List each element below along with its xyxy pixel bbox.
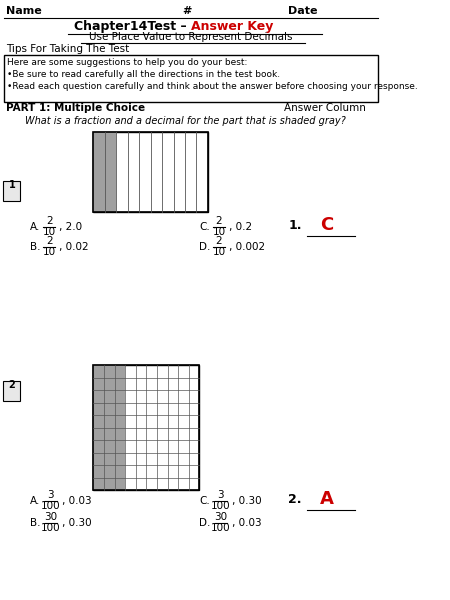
- Text: Answer Key: Answer Key: [191, 20, 273, 33]
- FancyBboxPatch shape: [4, 181, 20, 201]
- Text: 30: 30: [45, 512, 58, 522]
- Bar: [93, 132, 116, 212]
- Bar: [93, 132, 208, 212]
- Text: Chapter14Test –: Chapter14Test –: [74, 20, 191, 33]
- Text: Name: Name: [6, 6, 42, 16]
- Text: 2: 2: [46, 216, 53, 226]
- Text: B.: B.: [30, 242, 40, 252]
- Text: 100: 100: [211, 501, 230, 511]
- Text: C: C: [320, 216, 333, 234]
- Text: Here are some suggestions to help you do your best:: Here are some suggestions to help you do…: [7, 58, 247, 67]
- Text: , 0.30: , 0.30: [62, 518, 91, 528]
- Text: D.: D.: [199, 242, 211, 252]
- Text: D.: D.: [199, 518, 211, 528]
- FancyBboxPatch shape: [4, 381, 20, 401]
- Text: Date: Date: [288, 6, 318, 16]
- Text: , 0.002: , 0.002: [229, 242, 265, 252]
- Text: 2: 2: [46, 236, 53, 246]
- Text: 1.: 1.: [288, 219, 302, 232]
- Text: C.: C.: [199, 496, 210, 506]
- Text: PART 1: Multiple Choice: PART 1: Multiple Choice: [6, 103, 145, 113]
- Text: , 0.02: , 0.02: [59, 242, 89, 252]
- Text: 10: 10: [212, 247, 225, 257]
- Text: 3: 3: [48, 490, 54, 500]
- Bar: [93, 365, 199, 490]
- Text: , 0.2: , 0.2: [229, 222, 252, 232]
- Text: 10: 10: [43, 227, 56, 237]
- Bar: [93, 365, 199, 490]
- Text: A: A: [320, 490, 333, 508]
- Text: #: #: [182, 6, 191, 16]
- Bar: [93, 365, 125, 490]
- Text: 100: 100: [41, 501, 61, 511]
- Text: 30: 30: [214, 512, 227, 522]
- FancyBboxPatch shape: [4, 55, 378, 102]
- Text: 10: 10: [212, 227, 225, 237]
- Text: 2: 2: [9, 380, 15, 390]
- Text: Use Place Value to Represent Decimals: Use Place Value to Represent Decimals: [89, 32, 292, 42]
- Text: , 0.03: , 0.03: [232, 518, 261, 528]
- Bar: [93, 132, 208, 212]
- Text: C.: C.: [199, 222, 210, 232]
- Text: 100: 100: [211, 523, 230, 533]
- Text: A.: A.: [30, 222, 40, 232]
- Text: Answer Column: Answer Column: [284, 103, 366, 113]
- Text: Tips For Taking The Test: Tips For Taking The Test: [6, 44, 129, 54]
- Text: , 0.03: , 0.03: [62, 496, 91, 506]
- Text: , 2.0: , 2.0: [59, 222, 82, 232]
- Text: 10: 10: [43, 247, 56, 257]
- Text: What is a fraction and a decimal for the part that is shaded gray?: What is a fraction and a decimal for the…: [26, 116, 346, 126]
- Text: , 0.30: , 0.30: [232, 496, 261, 506]
- Text: 2: 2: [216, 216, 222, 226]
- Text: 1: 1: [9, 180, 15, 190]
- Text: 100: 100: [41, 523, 61, 533]
- Text: •Read each question carefully and think about the answer before choosing your re: •Read each question carefully and think …: [7, 82, 418, 91]
- Text: 3: 3: [217, 490, 224, 500]
- Text: 2: 2: [216, 236, 222, 246]
- Text: B.: B.: [30, 518, 40, 528]
- Text: •Be sure to read carefully all the directions in the test book.: •Be sure to read carefully all the direc…: [7, 70, 280, 79]
- Text: A.: A.: [30, 496, 40, 506]
- Text: 2.: 2.: [288, 493, 302, 506]
